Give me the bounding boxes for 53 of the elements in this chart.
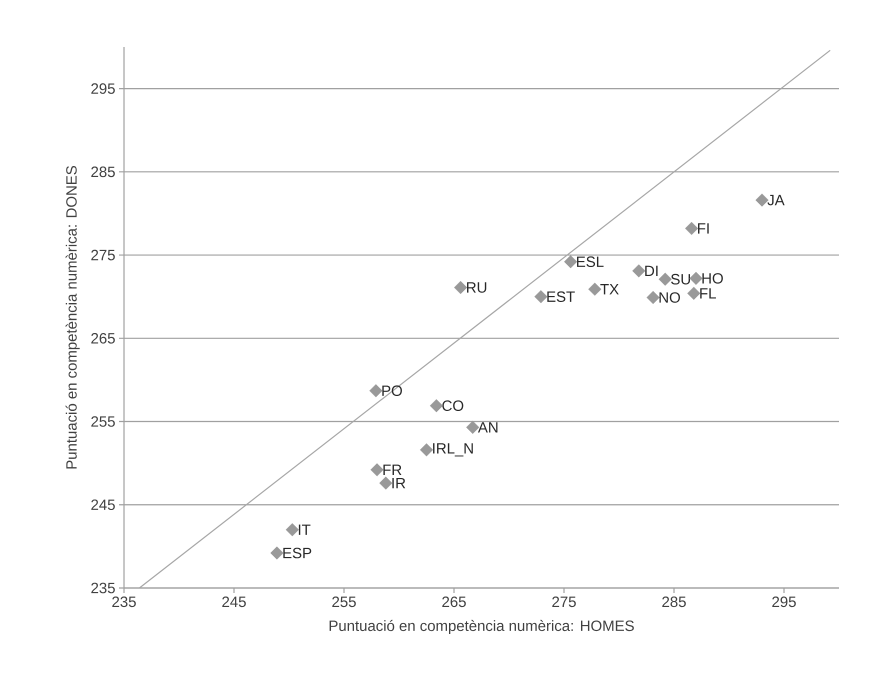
x-tick-label: 275 xyxy=(552,596,576,608)
point xyxy=(564,255,578,268)
y-tick-label: 285 xyxy=(91,166,115,178)
point xyxy=(588,282,602,296)
annotation: IRL_N xyxy=(433,443,473,456)
point xyxy=(534,290,548,304)
point xyxy=(755,194,769,207)
annotation: HO xyxy=(702,273,723,284)
point xyxy=(379,476,392,490)
annotation: IR xyxy=(392,478,406,488)
point xyxy=(632,264,646,278)
annotation: PO xyxy=(382,385,402,396)
point xyxy=(369,384,382,398)
y-tick-label: 235 xyxy=(91,582,115,594)
x-tick-label: 285 xyxy=(662,596,686,608)
annotation: FL xyxy=(700,288,716,298)
x-tick-label: 255 xyxy=(332,596,356,608)
point xyxy=(685,222,698,235)
x-tick-label: 245 xyxy=(222,596,246,608)
annotation: JA xyxy=(767,194,785,206)
point xyxy=(658,272,672,286)
point xyxy=(646,290,660,304)
annotation: EST xyxy=(547,291,575,302)
x-tick-label: 265 xyxy=(442,596,466,608)
annotation: NO xyxy=(660,292,680,303)
x-tick-label: 295 xyxy=(772,596,796,608)
annotation: ESP xyxy=(283,548,312,558)
x-tick-label: 235 xyxy=(112,596,136,608)
annotation: ESL xyxy=(577,256,604,268)
y-tick-label: 255 xyxy=(91,416,115,427)
x-axis-title: Puntuació en competència numèrica: HOMES xyxy=(330,620,634,634)
annotation: DI xyxy=(645,266,658,276)
point xyxy=(286,523,299,536)
y-tick-label: 275 xyxy=(91,250,115,260)
point xyxy=(370,463,384,476)
point xyxy=(420,443,434,456)
y-tick-label: 265 xyxy=(91,333,115,344)
annotation: FI xyxy=(698,223,709,234)
annotation: FR xyxy=(383,464,402,475)
annotation: IT xyxy=(298,524,310,535)
point xyxy=(270,546,284,560)
y-tick-label: 245 xyxy=(91,499,115,510)
point xyxy=(687,286,700,300)
y-axis-title: Puntuació en competència numèrica: DONES xyxy=(66,166,80,469)
annotation: CO xyxy=(442,400,464,411)
y-tick-label: 295 xyxy=(91,83,115,94)
annotation: SU xyxy=(671,274,690,284)
annotation: AN xyxy=(478,422,498,432)
point xyxy=(466,420,480,434)
annotation: RU xyxy=(467,282,486,293)
point xyxy=(430,399,443,412)
point xyxy=(454,280,468,294)
annotation: TX xyxy=(600,284,619,294)
